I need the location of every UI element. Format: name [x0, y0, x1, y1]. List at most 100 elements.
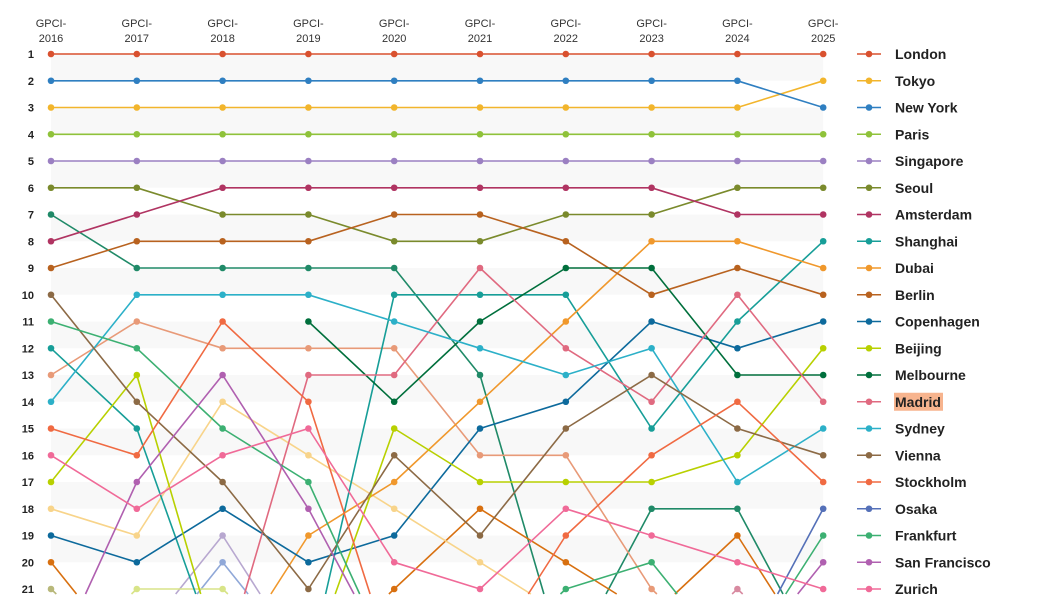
legend-item-melbourne: Melbourne [857, 367, 966, 383]
unlabeled-1-point [47, 371, 55, 379]
dubai-point [819, 264, 827, 272]
tokyo-point [219, 104, 226, 111]
legend-swatch-point [865, 50, 873, 58]
tokyo-point [648, 104, 655, 111]
new-york-point [648, 77, 655, 85]
shanghai-point [648, 425, 655, 432]
new-york-point [476, 77, 484, 85]
unlabeled-6-point [47, 585, 55, 593]
unlabeled-0-point [133, 264, 141, 272]
shanghai-point [734, 318, 741, 325]
unlabeled-1-point [476, 451, 484, 459]
rank-tick-label: 17 [22, 477, 34, 489]
sydney-point [219, 291, 226, 299]
dubai-point [305, 532, 312, 539]
vienna-point [734, 425, 741, 432]
rank-tick-label: 19 [22, 531, 34, 543]
legend-swatch-point [865, 130, 873, 138]
unlabeled-1-point [133, 318, 141, 325]
new-york-line [51, 80, 824, 109]
tokyo-point [47, 104, 55, 111]
vienna-point [476, 532, 484, 539]
singapore-point [133, 157, 141, 165]
legend-item-frankfurt: Frankfurt [857, 528, 957, 544]
berlin-point [476, 211, 484, 218]
melbourne-line [307, 267, 824, 403]
legend-swatch-point [865, 344, 873, 352]
unlabeled-8-point [734, 585, 741, 593]
unlabeled-0-point [648, 505, 655, 513]
berlin-point [562, 237, 570, 245]
column-labels: GPCI- 2016 GPCI- 2017 GPCI- 2018 GPCI- 2019 GPCI… [36, 18, 839, 45]
rank-tick-label: 1 [28, 49, 34, 61]
osaka-series [776, 505, 827, 595]
sydney-point [476, 344, 484, 352]
copenhagen-point [133, 558, 141, 566]
melbourne-point [819, 371, 827, 379]
legend-label: Sydney [895, 421, 945, 437]
amsterdam-point [219, 184, 226, 192]
madrid-line [243, 267, 824, 595]
san-francisco-point [133, 478, 141, 486]
singapore-series [47, 157, 827, 165]
legend-label: Dubai [895, 260, 934, 276]
amsterdam-series [47, 184, 827, 245]
paris-point [47, 130, 55, 138]
beijing-point [476, 478, 484, 486]
zurich-point [390, 558, 398, 566]
unlabeled-3-point [390, 505, 398, 513]
vienna-point [133, 398, 141, 406]
unlabeled-2-series [47, 505, 776, 595]
legend-swatch-point [865, 398, 873, 406]
melbourne-point [562, 264, 570, 272]
legend-item-shanghai: Shanghai [857, 233, 958, 249]
seoul-point [476, 237, 484, 245]
london-point [47, 50, 55, 58]
rank-tick-label: 2 [28, 76, 34, 88]
singapore-point [819, 157, 827, 165]
london-point [305, 50, 312, 58]
tokyo-point [734, 104, 741, 111]
berlin-point [305, 237, 312, 245]
new-york-point [133, 77, 141, 85]
column-label-line1: GPCI- [465, 18, 496, 30]
unlabeled-7-point [133, 585, 141, 593]
paris-series [47, 130, 827, 138]
frankfurt-point [819, 532, 827, 539]
legend-item-osaka: Osaka [857, 501, 937, 517]
melbourne-series [305, 264, 827, 406]
row-band [51, 161, 824, 188]
column-label-line2: 2021 [468, 33, 492, 45]
sydney-series [47, 291, 827, 486]
new-york-point [305, 77, 312, 85]
stockholm-point [47, 425, 55, 432]
column-label-line1: GPCI- [722, 18, 753, 30]
legend-item-san-francisco: San Francisco [857, 554, 991, 570]
unlabeled-1-point [305, 344, 312, 352]
legend-label: Osaka [895, 501, 937, 517]
rank-tick-label: 5 [28, 156, 34, 168]
tokyo-point [305, 104, 312, 111]
legend-item-vienna: Vienna [857, 447, 941, 463]
legend-label: Seoul [895, 180, 933, 196]
new-york-point [819, 104, 827, 111]
unlabeled-7-series [130, 585, 229, 595]
frankfurt-point [219, 425, 226, 432]
shanghai-point [562, 291, 570, 299]
legend-item-madrid: Madrid [857, 392, 943, 411]
berlin-point [219, 237, 226, 245]
frankfurt-series [47, 318, 827, 595]
legend-item-dubai: Dubai [857, 260, 934, 276]
london-point [476, 50, 484, 58]
legend-item-seoul: Seoul [857, 180, 933, 196]
melbourne-point [648, 264, 655, 272]
unlabeled-1-point [648, 585, 655, 593]
rank-tick-label: 6 [28, 183, 34, 195]
seoul-point [305, 211, 312, 218]
unlabeled-3-point [476, 558, 484, 566]
copenhagen-point [47, 532, 55, 539]
new-york-point [390, 77, 398, 85]
legend-swatch-point [865, 318, 873, 325]
singapore-point [734, 157, 741, 165]
rank-tick-label: 21 [22, 584, 34, 595]
